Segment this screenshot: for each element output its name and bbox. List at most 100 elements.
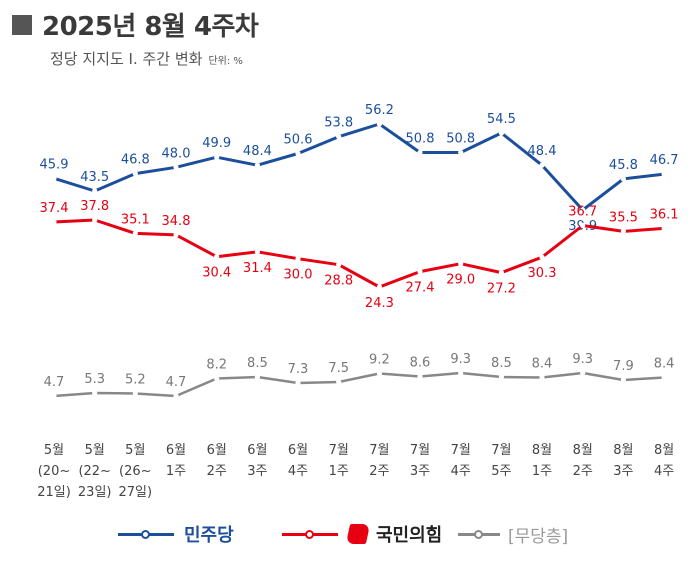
legend-line-independent <box>458 529 500 539</box>
legend-item-democratic: 민주당 <box>118 514 234 554</box>
x-tick-label: 7월 1주 <box>329 443 349 479</box>
data-label-ppp: 31.4 <box>243 261 272 276</box>
data-label-independent: 5.2 <box>125 373 146 388</box>
data-label-democratic: 50.8 <box>406 132 435 147</box>
subtitle-row: 정당 지지도 Ⅰ. 주간 변화 단위: % <box>50 48 243 69</box>
data-label-democratic: 46.8 <box>121 153 150 168</box>
data-label-independent: 9.3 <box>450 352 471 367</box>
x-tick-label: 6월 1주 <box>166 443 186 479</box>
data-label-ppp: 35.5 <box>609 210 638 225</box>
legend-marker-icon <box>474 529 483 539</box>
data-label-ppp: 30.3 <box>528 266 557 281</box>
data-label-independent: 9.2 <box>369 353 390 368</box>
data-label-democratic: 48.4 <box>243 144 272 159</box>
legend-label-ppp: 국민의힘 <box>376 525 443 546</box>
data-label-independent: 7.5 <box>328 361 349 376</box>
data-point-independent <box>173 393 179 399</box>
data-label-ppp: 37.8 <box>80 199 109 214</box>
data-label-democratic: 50.8 <box>446 132 475 147</box>
x-tick-label: 6월 3주 <box>247 443 267 479</box>
data-label-independent: 8.5 <box>247 356 268 371</box>
data-point-ppp <box>51 219 57 225</box>
data-point-democratic <box>254 162 260 168</box>
line-chart: 45.9 43.5 46.8 48.0 49.9 48.4 50.6 53.8 56.2 50.8… <box>37 103 679 500</box>
data-label-democratic: 49.9 <box>202 136 231 151</box>
data-point-democratic <box>498 130 504 136</box>
x-tick-label: 6월 2주 <box>207 443 227 479</box>
data-point-democratic <box>539 162 545 168</box>
page-title: 2025년 8월 4주차 <box>42 12 259 42</box>
x-tick-label: 8월 2주 <box>573 443 593 479</box>
data-point-independent <box>132 390 138 397</box>
data-point-democratic <box>620 176 627 182</box>
data-label-independent: 8.4 <box>532 357 553 372</box>
x-tick-label: 7월 2주 <box>369 443 389 479</box>
data-label-ppp: 30.0 <box>284 268 313 283</box>
data-label-ppp: 28.8 <box>324 274 353 289</box>
legend-label-democratic: 민주당 <box>184 525 234 546</box>
data-point-democratic <box>336 134 342 140</box>
x-tick-label: 5월 (22~ 23일) <box>78 443 112 500</box>
x-tick-label: 7월 4주 <box>451 443 471 479</box>
data-label-ppp: 37.4 <box>40 201 69 216</box>
data-label-independent: 7.3 <box>288 362 309 377</box>
x-tick-label: 5월 (20~ 21일) <box>37 443 71 500</box>
data-label-independent: 5.3 <box>84 372 105 387</box>
data-label-democratic: 48.0 <box>162 146 191 161</box>
data-label-democratic: 56.2 <box>365 103 394 118</box>
data-label-ppp: 27.4 <box>406 281 435 296</box>
data-point-independent <box>376 370 382 377</box>
chart-subtitle: 정당 지지도 Ⅰ. 주간 변화 <box>50 50 203 68</box>
data-label-ppp: 36.1 <box>650 207 679 222</box>
data-point-ppp <box>661 225 667 231</box>
data-label-ppp: 29.0 <box>446 273 475 288</box>
data-point-independent <box>295 380 301 386</box>
ppp-logo-icon <box>345 524 371 544</box>
data-label-independent: 4.7 <box>44 375 65 390</box>
data-point-ppp <box>295 256 301 262</box>
legend-item-ppp: 국민의힘 <box>282 514 442 554</box>
legend-item-independent: [무당층] <box>458 514 568 554</box>
data-point-independent <box>498 374 504 380</box>
data-label-independent: 4.7 <box>166 375 187 390</box>
series-line-democratic <box>53 122 665 212</box>
data-point-democratic <box>132 171 138 177</box>
data-label-democratic: 54.5 <box>487 112 516 127</box>
data-point-independent <box>417 373 423 380</box>
data-label-independent: 8.5 <box>491 356 512 371</box>
legend-marker-icon <box>305 529 314 539</box>
data-point-independent <box>92 390 98 396</box>
data-point-democratic <box>173 164 179 170</box>
data-point-ppp <box>336 262 342 268</box>
data-point-ppp <box>539 254 545 260</box>
x-tick-label: 7월 3주 <box>410 443 430 479</box>
series-line-independent <box>53 371 665 398</box>
x-tick-label: 6월 4주 <box>288 443 308 479</box>
x-tick-label: 7월 5주 <box>491 443 511 479</box>
data-point-independent <box>580 370 586 376</box>
legend-line-ppp <box>282 529 338 539</box>
data-point-ppp <box>458 261 464 267</box>
data-point-independent <box>51 393 57 399</box>
title-square-icon <box>12 14 32 35</box>
data-point-independent <box>458 370 464 376</box>
data-label-ppp: 36.7 <box>568 205 597 220</box>
unit-label: 단위: % <box>208 56 243 67</box>
data-label-ppp: 24.3 <box>365 296 394 311</box>
data-point-ppp <box>417 269 423 275</box>
data-point-democratic <box>214 154 220 160</box>
data-point-independent <box>620 377 627 383</box>
data-point-independent <box>539 374 545 381</box>
legend: 민주당 국민의힘 [무당층] <box>0 514 700 554</box>
data-label-independent: 7.9 <box>613 359 634 374</box>
data-label-democratic: 45.8 <box>609 158 638 173</box>
data-point-democratic <box>92 188 98 194</box>
data-point-ppp <box>580 222 586 229</box>
data-point-independent <box>214 375 220 382</box>
legend-label-independent: [무당층] <box>508 526 569 547</box>
data-point-democratic <box>51 175 57 181</box>
data-label-democratic: 48.4 <box>528 144 557 159</box>
data-label-ppp: 34.8 <box>162 214 191 229</box>
data-label-ppp: 30.4 <box>202 266 231 281</box>
data-point-ppp <box>498 270 504 276</box>
